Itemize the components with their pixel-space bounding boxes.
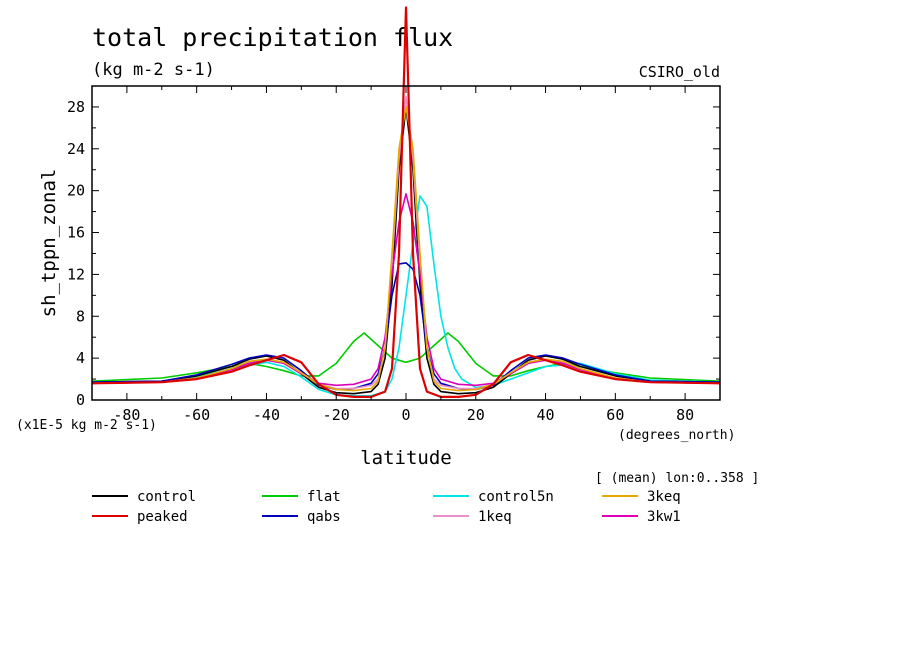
x-tick-label: 60 [606, 406, 624, 424]
x-tick-label: -80 [113, 406, 140, 424]
x-tick-label: -40 [253, 406, 280, 424]
y-tick-label: 28 [67, 98, 85, 116]
y-tick-label: 0 [76, 391, 85, 409]
chart-title: total precipitation flux [92, 23, 453, 52]
series-line-flat [92, 332, 720, 382]
legend-label-flat: flat [307, 489, 341, 505]
legend-label-control: control [137, 489, 196, 505]
y-tick-label: 8 [76, 307, 85, 325]
series-line-1keq [92, 95, 720, 390]
legend-label-3kw1: 3kw1 [647, 509, 681, 525]
y-tick-label: 16 [67, 224, 85, 242]
legend-label-qabs: qabs [307, 509, 341, 525]
legend-label-peaked: peaked [137, 509, 188, 525]
x-axis-label: latitude [360, 447, 452, 469]
series-line-qabs [92, 262, 720, 391]
y-tick-label: 4 [76, 349, 85, 367]
x-tick-label: 80 [676, 406, 694, 424]
series-line-3kw1 [92, 193, 720, 387]
x-tick-label: -60 [183, 406, 210, 424]
x-tick-label: 20 [467, 406, 485, 424]
averaging-note: [ (mean) lon:0..358 ] [595, 471, 759, 486]
x-units-label: (degrees_north) [618, 428, 735, 443]
legend: control flat control5n 3keq peaked qabs 1keq 3k… [92, 489, 681, 525]
x-tick-label: -20 [323, 406, 350, 424]
y-tick-label: 20 [67, 182, 85, 200]
y-tick-label: 24 [67, 140, 85, 158]
plot-area: 0 4 8 12 16 20 24 28 -80 -60 -40 -20 0 20 40 60 80 [67, 6, 721, 424]
series-line-peaked [92, 6, 720, 398]
legend-label-1keq: 1keq [478, 509, 512, 525]
series-line-control5n [92, 195, 720, 397]
y-scale-label: (x1E-5 kg m-2 s-1) [16, 418, 157, 433]
y-tick-label: 12 [67, 265, 85, 283]
series-line-control [92, 106, 720, 395]
chart-subtitle: (kg m-2 s-1) [92, 60, 215, 80]
series-line-3keq [92, 106, 720, 392]
legend-label-3keq: 3keq [647, 489, 681, 505]
x-tick-label: 0 [401, 406, 410, 424]
plot-frame [91, 85, 721, 401]
y-axis-label: sh_tppn_zonal [38, 169, 60, 318]
series-lines [92, 6, 720, 398]
legend-label-control5n: control5n [478, 489, 554, 505]
model-label: CSIRO_old [639, 63, 720, 81]
x-tick-label: 40 [537, 406, 555, 424]
